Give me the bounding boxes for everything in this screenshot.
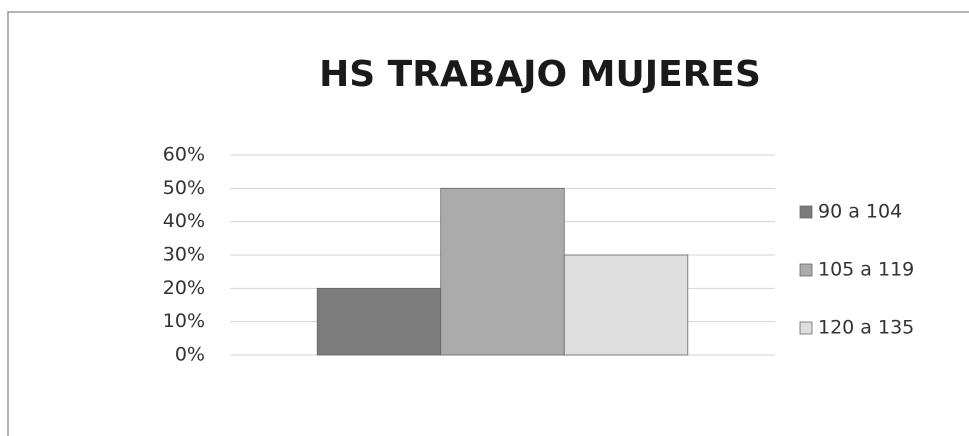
chart-title: HS TRABAJO MUJERES [319,54,761,95]
y-tick-label: 20% [163,277,205,299]
legend-label: 105 a 119 [818,259,914,281]
legend-swatch [799,263,813,277]
legend-label: 120 a 135 [818,317,914,339]
y-tick-label: 50% [163,177,205,199]
y-tick-label: 30% [163,244,205,266]
legend-label: 90 a 104 [818,201,902,223]
y-tick-label: 60% [163,144,205,166]
bar [563,254,689,356]
bar [440,187,565,356]
bar [316,287,442,356]
legend-swatch [799,321,813,335]
y-tick-label: 10% [163,310,205,332]
y-tick-label: 40% [163,210,205,232]
y-tick-label: 0% [175,344,205,366]
legend-swatch [799,205,813,219]
